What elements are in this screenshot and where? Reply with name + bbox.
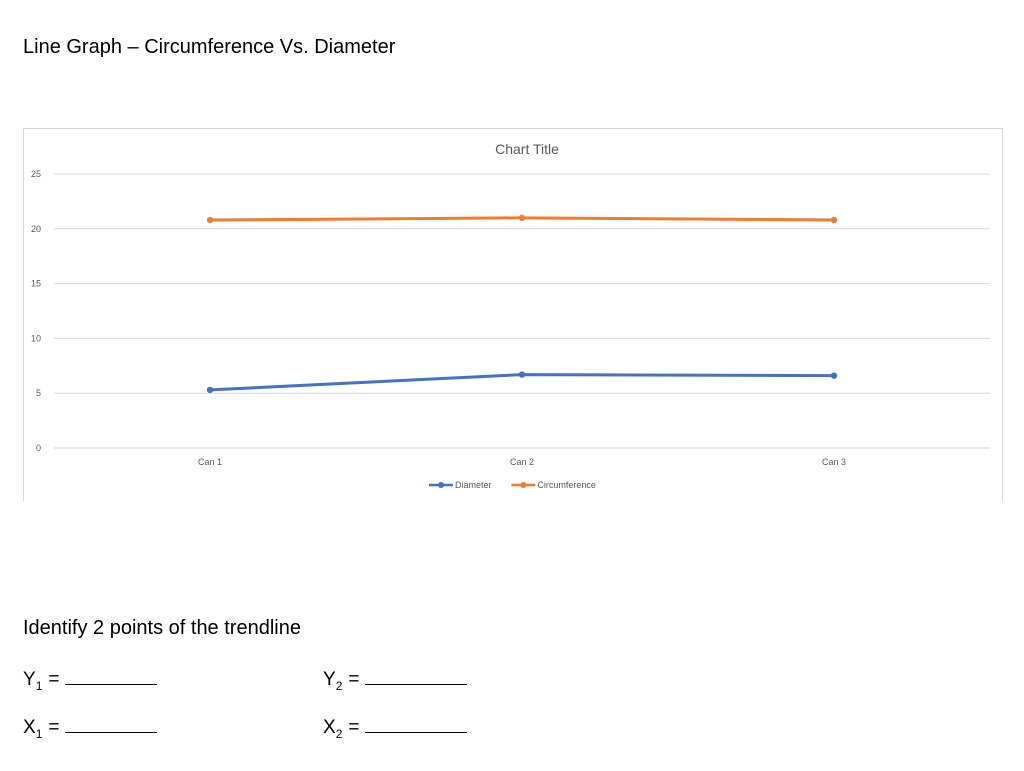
- chart-title: Chart Title: [495, 141, 559, 157]
- y-tick-label: 5: [36, 388, 41, 398]
- data-point: [206, 216, 214, 224]
- y-tick-label: 0: [36, 443, 41, 453]
- page-title: Line Graph – Circumference Vs. Diameter: [23, 36, 396, 58]
- x2-blank[interactable]: [365, 712, 468, 733]
- trendline-heading: Identify 2 points of the trendline: [23, 617, 301, 639]
- data-point: [206, 386, 214, 394]
- y1-blank[interactable]: [65, 664, 158, 685]
- legend-label: Diameter: [455, 480, 492, 490]
- y2-field: Y2 =: [323, 664, 468, 693]
- data-point: [830, 216, 838, 224]
- x2-label: X2: [323, 717, 343, 741]
- chart-canvas: Chart Title 0 5 10 15 20 25 Can 1 Can 2 Can 3 Diam…: [31, 141, 990, 490]
- line-chart: Chart Title 0 5 10 15 20 25 Can 1 Can 2 Can 3 Diam…: [23, 128, 1003, 501]
- data-point: [518, 371, 526, 378]
- x-tick-label: Can 3: [822, 457, 846, 467]
- x1-field: X1 =: [23, 712, 158, 741]
- x2-field: X2 =: [323, 712, 468, 741]
- x-tick-label: Can 1: [198, 457, 222, 467]
- y-tick-label: 10: [31, 333, 41, 343]
- y-tick-label: 25: [31, 169, 41, 179]
- data-point: [830, 372, 838, 379]
- y2-blank[interactable]: [365, 664, 468, 685]
- x-tick-label: Can 2: [510, 457, 534, 467]
- y1-label: Y1: [23, 669, 43, 693]
- y2-label: Y2: [323, 669, 343, 693]
- legend-marker: [520, 482, 527, 488]
- y1-field: Y1 =: [23, 664, 158, 693]
- legend-label: Circumference: [537, 480, 596, 490]
- legend-marker: [438, 482, 444, 488]
- x1-blank[interactable]: [65, 712, 158, 733]
- y-tick-label: 20: [31, 224, 41, 234]
- y-tick-label: 15: [31, 279, 41, 289]
- data-point: [518, 214, 526, 222]
- x1-label: X1: [23, 717, 43, 741]
